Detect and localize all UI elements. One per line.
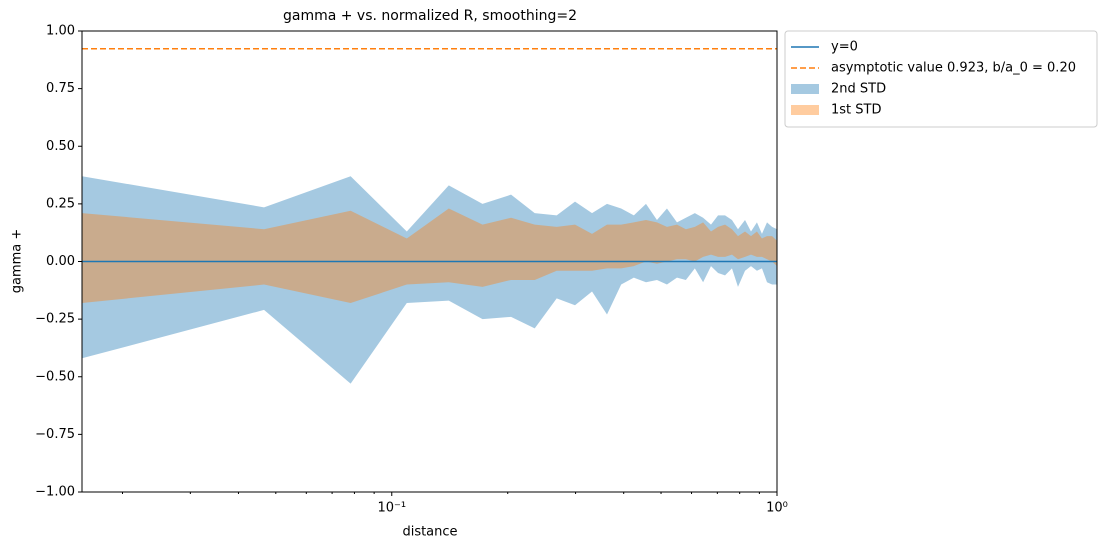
chart-title: gamma + vs. normalized R, smoothing=2 bbox=[283, 8, 577, 24]
legend-swatch bbox=[791, 84, 819, 94]
y-axis-label: gamma + bbox=[10, 229, 25, 294]
y-tick-label: 0.75 bbox=[46, 81, 75, 96]
y-tick-label: −1.00 bbox=[35, 485, 75, 500]
x-tick-label: 10⁰ bbox=[766, 501, 788, 516]
y-tick-label: −0.25 bbox=[35, 312, 75, 327]
x-tick-label: 10⁻¹ bbox=[377, 501, 406, 516]
legend-label: asymptotic value 0.923, b/a_0 = 0.20 bbox=[831, 61, 1076, 76]
legend-swatch bbox=[791, 105, 819, 115]
legend-label: y=0 bbox=[831, 40, 858, 55]
y-tick-label: −0.50 bbox=[35, 369, 75, 384]
std-band bbox=[82, 208, 777, 303]
y-tick-label: 1.00 bbox=[46, 24, 75, 39]
legend-label: 1st STD bbox=[831, 103, 881, 118]
y-tick-label: −0.75 bbox=[35, 427, 75, 442]
x-axis-label: distance bbox=[402, 525, 457, 540]
y-tick-label: 0.50 bbox=[46, 139, 75, 154]
legend-label: 2nd STD bbox=[831, 82, 886, 97]
y-tick-label: 0.25 bbox=[46, 196, 75, 211]
legend-box bbox=[784, 30, 1098, 128]
std-band bbox=[82, 176, 777, 384]
plot-area bbox=[82, 47, 777, 384]
y-tick-label: 0.00 bbox=[46, 254, 75, 269]
